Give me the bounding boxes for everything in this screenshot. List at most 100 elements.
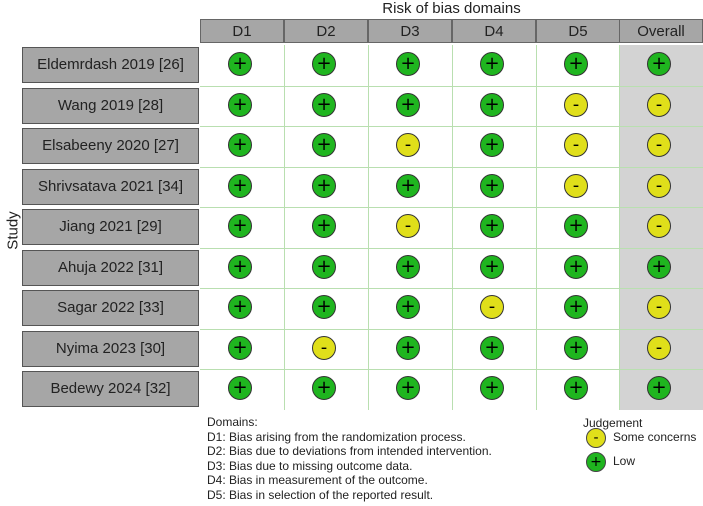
column-header-overall: Overall	[619, 19, 703, 43]
column-header-d4: D4	[452, 19, 536, 43]
gridline-vertical	[536, 45, 537, 410]
judgement-cell: +	[200, 248, 284, 288]
judgement-cell: -	[536, 126, 620, 166]
some-concerns-icon: -	[647, 133, 671, 157]
judgement-cell: +	[619, 45, 703, 85]
low-risk-icon: +	[312, 52, 336, 76]
low-risk-icon: +	[396, 52, 420, 76]
low-risk-icon: +	[564, 214, 588, 238]
judgement-cell: -	[368, 207, 452, 247]
gridline-vertical	[284, 45, 285, 410]
some-concerns-icon: -	[647, 295, 671, 319]
domains-legend: Domains: D1: Bias arising from the rando…	[207, 415, 492, 503]
legend-label: Some concerns	[613, 430, 697, 444]
gridline-horizontal	[200, 207, 703, 208]
low-risk-icon: +	[228, 336, 252, 360]
judgement-cell: +	[452, 248, 536, 288]
judgement-cell: +	[368, 248, 452, 288]
judgement-cell: +	[536, 207, 620, 247]
low-risk-icon: +	[480, 376, 504, 400]
column-header-d1: D1	[200, 19, 284, 43]
judgement-cell: +	[284, 167, 368, 207]
judgement-cell: +	[284, 126, 368, 166]
low-risk-icon: +	[480, 336, 504, 360]
some-concerns-icon: -	[564, 133, 588, 157]
low-risk-icon: +	[480, 174, 504, 198]
judgement-cell: +	[536, 329, 620, 369]
legend-some-concerns-icon: -	[586, 428, 606, 448]
low-risk-icon: +	[312, 133, 336, 157]
gridline-vertical	[619, 45, 620, 410]
judgement-cell: +	[536, 45, 620, 85]
low-risk-icon: +	[564, 52, 588, 76]
judgement-cell: +	[284, 369, 368, 409]
gridline-horizontal	[200, 288, 703, 289]
gridline-vertical	[368, 45, 369, 410]
judgement-cell: +	[200, 86, 284, 126]
judgement-cell: +	[452, 126, 536, 166]
judgement-cell: +	[619, 248, 703, 288]
some-concerns-icon: -	[396, 133, 420, 157]
judgement-cell: -	[619, 329, 703, 369]
legend-label: Low	[613, 454, 636, 468]
judgement-cell: +	[536, 369, 620, 409]
gridline-horizontal	[200, 329, 703, 330]
gridline-horizontal	[200, 126, 703, 127]
judgement-cell: +	[368, 86, 452, 126]
judgement-cell: +	[368, 369, 452, 409]
some-concerns-icon: -	[647, 174, 671, 198]
low-risk-icon: +	[312, 295, 336, 319]
low-risk-icon: +	[647, 255, 671, 279]
judgement-cell: +	[368, 45, 452, 85]
low-risk-icon: +	[480, 214, 504, 238]
some-concerns-icon: -	[647, 336, 671, 360]
study-label: Jiang 2021 [29]	[22, 209, 199, 245]
low-risk-icon: +	[312, 376, 336, 400]
judgement-cell: -	[536, 167, 620, 207]
study-label: Nyima 2023 [30]	[22, 331, 199, 367]
gridline-horizontal	[200, 86, 703, 87]
study-label: Ahuja 2022 [31]	[22, 250, 199, 286]
low-risk-icon: +	[228, 295, 252, 319]
judgement-cell: +	[200, 126, 284, 166]
low-risk-icon: +	[396, 336, 420, 360]
domains-legend-title: Domains:	[207, 415, 258, 429]
gridline-horizontal	[200, 248, 703, 249]
judgement-cell: -	[284, 329, 368, 369]
low-risk-icon: +	[228, 52, 252, 76]
judgement-cell: +	[200, 167, 284, 207]
low-risk-icon: +	[228, 133, 252, 157]
judgement-cell: +	[452, 167, 536, 207]
judgement-cell: +	[284, 288, 368, 328]
domains-legend-item: D3: Bias due to missing outcome data.	[207, 458, 413, 473]
judgement-cell: +	[368, 167, 452, 207]
low-risk-icon: +	[228, 93, 252, 117]
low-risk-icon: +	[396, 255, 420, 279]
domains-legend-item: D5: Bias in selection of the reported re…	[207, 487, 434, 502]
judgement-cell: -	[368, 126, 452, 166]
judgement-cell: -	[452, 288, 536, 328]
study-label: Eldemrdash 2019 [26]	[22, 47, 199, 83]
judgement-cell: -	[619, 126, 703, 166]
low-risk-icon: +	[564, 295, 588, 319]
low-risk-icon: +	[228, 214, 252, 238]
study-label: Wang 2019 [28]	[22, 88, 199, 124]
judgement-cell: +	[200, 329, 284, 369]
low-risk-icon: +	[228, 376, 252, 400]
judgement-cell: +	[284, 86, 368, 126]
low-risk-icon: +	[312, 174, 336, 198]
judgement-cell: +	[452, 329, 536, 369]
column-header-d5: D5	[536, 19, 620, 43]
low-risk-icon: +	[312, 214, 336, 238]
judgement-cell: +	[536, 288, 620, 328]
judgement-cell: +	[619, 369, 703, 409]
column-header-d2: D2	[284, 19, 368, 43]
low-risk-icon: +	[480, 52, 504, 76]
gridline-vertical	[452, 45, 453, 410]
low-risk-icon: +	[480, 133, 504, 157]
column-header-d3: D3	[368, 19, 452, 43]
low-risk-icon: +	[228, 174, 252, 198]
judgement-legend-title: Judgement	[583, 416, 643, 430]
judgement-cell: +	[368, 329, 452, 369]
low-risk-icon: +	[564, 336, 588, 360]
